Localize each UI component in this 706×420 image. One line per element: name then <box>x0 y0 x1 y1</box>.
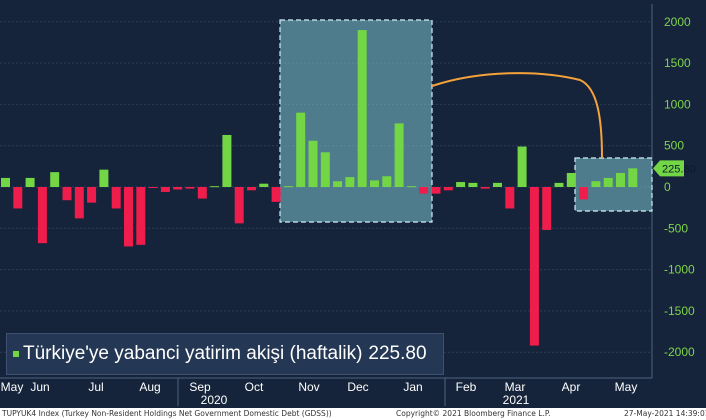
bar <box>197 187 207 199</box>
footer-timestamp: 27-May-2021 14:39:01 <box>624 409 706 418</box>
bar <box>443 187 453 191</box>
bar <box>173 187 183 190</box>
bar <box>37 187 47 244</box>
footer-copyright: Copyright© 2021 Bloomberg Finance L.P. <box>396 409 551 418</box>
bar <box>50 172 60 187</box>
bar <box>25 177 35 187</box>
bar <box>308 140 318 187</box>
bar <box>99 169 109 187</box>
bar <box>554 182 564 187</box>
bar <box>382 176 392 187</box>
bar <box>493 182 502 187</box>
bar <box>222 134 232 187</box>
bar <box>87 187 97 203</box>
bar <box>603 177 613 187</box>
x-tick-label: Jan <box>403 380 422 394</box>
x-tick-label: May <box>1 380 24 394</box>
bar <box>456 182 466 187</box>
bar <box>136 187 146 245</box>
x-year-label: 2020 <box>201 393 228 407</box>
bar <box>517 146 527 187</box>
x-tick-label: Dec <box>347 380 368 394</box>
y-tick-label: -1000 <box>664 263 695 277</box>
y-tick-label: 1500 <box>664 56 691 70</box>
bar <box>283 186 293 188</box>
bar <box>370 180 379 187</box>
bar <box>111 187 121 209</box>
bar <box>234 187 244 224</box>
bar <box>259 183 269 187</box>
bar <box>210 186 220 188</box>
last-value-label: 225.80 <box>662 163 696 175</box>
x-tick-label: Apr <box>562 380 581 394</box>
legend: Türkiye'ye yabanci yatirim akişi (haftal… <box>6 333 444 375</box>
bar <box>616 172 625 187</box>
bar <box>271 187 281 202</box>
y-tick-label: 2000 <box>664 15 691 29</box>
x-year-label: 2021 <box>503 393 530 407</box>
bar <box>247 187 256 191</box>
bar <box>357 30 367 188</box>
x-tick-label: Nov <box>298 380 319 394</box>
last-value-badge <box>653 160 684 177</box>
bar <box>419 187 429 194</box>
bar <box>13 187 23 209</box>
y-tick-label: 0 <box>664 180 671 194</box>
bar <box>468 182 478 187</box>
x-tick-label: May <box>615 380 638 394</box>
highlight-box <box>279 19 433 223</box>
bar <box>628 168 638 187</box>
bar <box>566 172 576 187</box>
bar <box>185 187 195 189</box>
bar <box>431 187 441 194</box>
x-tick-label: Jun <box>30 380 49 394</box>
bar <box>579 187 589 200</box>
legend-swatch <box>13 351 19 357</box>
bar <box>406 186 416 188</box>
bar <box>505 187 515 209</box>
bar <box>1 177 10 187</box>
x-tick-label: Jul <box>88 380 103 394</box>
bar <box>320 152 330 187</box>
bar <box>345 177 355 187</box>
y-tick-label: 500 <box>664 139 684 153</box>
footer: TUPYUK4 Index (Turkey Non-Resident Holdi… <box>0 408 706 420</box>
highlight-box <box>574 157 653 212</box>
x-tick-label: Oct <box>245 380 264 394</box>
y-tick-label: 1000 <box>664 97 691 111</box>
bar <box>296 112 306 187</box>
bar <box>333 181 343 187</box>
x-tick-label: Feb <box>456 380 477 394</box>
bar <box>591 181 601 187</box>
footer-source: TUPYUK4 Index (Turkey Non-Resident Holdi… <box>2 409 332 418</box>
x-tick-label: Mar <box>505 380 526 394</box>
bar <box>394 123 404 187</box>
connector-arc <box>431 72 603 159</box>
y-tick-label: -500 <box>664 221 688 235</box>
bar <box>74 187 84 219</box>
y-tick-label: -1500 <box>664 304 695 318</box>
bar <box>62 187 72 201</box>
legend-label: Türkiye'ye yabanci yatirim akişi (haftal… <box>23 343 363 364</box>
bar <box>148 187 158 188</box>
x-tick-label: Aug <box>139 380 160 394</box>
x-tick-label: Sep <box>189 380 211 394</box>
bar <box>480 187 490 189</box>
bar <box>529 187 539 346</box>
legend-value: 225.80 <box>368 343 427 364</box>
y-tick-label: -2000 <box>664 345 695 359</box>
bar <box>124 187 133 247</box>
bar <box>160 187 170 192</box>
bar <box>542 187 552 230</box>
